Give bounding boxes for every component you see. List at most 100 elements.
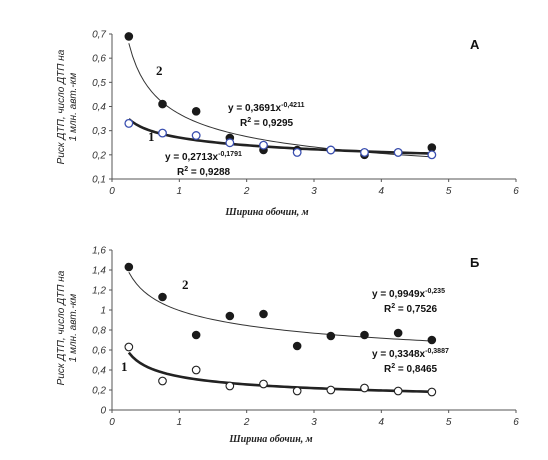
fit-equation: y = 0,3348x-0,3887 xyxy=(372,348,449,360)
y-tick-label: 1,4 xyxy=(92,266,106,277)
y-axis-title-line-2: 1 млн. авт.-км xyxy=(68,294,79,363)
y-axis-title: Риск ДТП, число ДТП на1 млн. авт.-км xyxy=(56,49,79,164)
x-tick-label: 0 xyxy=(109,186,115,197)
data-point-series-1 xyxy=(326,145,336,155)
data-point-series-1 xyxy=(393,386,403,396)
y-tick-label: 0 xyxy=(100,406,106,417)
x-tick-label: 4 xyxy=(379,417,385,428)
x-tick-label: 0 xyxy=(109,417,115,428)
fit-equation-base: y = 0,3691x xyxy=(228,103,282,114)
fit-equation-exponent: -0,1791 xyxy=(218,151,242,158)
y-tick-label: 0,4 xyxy=(92,102,106,113)
y-tick-label: 0,2 xyxy=(92,150,106,161)
data-point-series-1 xyxy=(124,118,134,128)
x-tick-label: 5 xyxy=(446,417,452,428)
data-point-series-2 xyxy=(427,143,437,152)
fit-equation: y = 0,9949x-0,235 xyxy=(372,288,445,300)
data-point-series-2 xyxy=(124,32,134,41)
x-axis-title: Ширина обочин, м xyxy=(224,207,308,218)
x-tick-label: 1 xyxy=(177,417,183,428)
series-label: 2 xyxy=(156,63,163,78)
x-tick-label: 3 xyxy=(311,186,317,197)
panel-label: Б xyxy=(470,255,479,270)
chart-panel-b: 0 0,2 0,4 0,6 0,8 1 1,2 1,4 1,6 0 1 2 3 4 5 6 2 1 y = 0,99… xyxy=(56,246,519,446)
trendline-series-2 xyxy=(128,43,432,158)
fit-equation: y = 0,2713x-0,1791 xyxy=(165,151,242,163)
data-point-series-1 xyxy=(259,140,268,150)
data-point-series-1 xyxy=(158,376,167,386)
r-squared-value: = 0,7526 xyxy=(395,304,437,315)
y-tick-label: 1 xyxy=(100,306,106,317)
data-point-series-1 xyxy=(292,147,302,157)
x-tick-label: 5 xyxy=(446,186,452,197)
series-label: 2 xyxy=(182,277,189,292)
data-point-series-2 xyxy=(124,262,134,272)
r-squared-superscript: 2 xyxy=(184,166,188,173)
fit-r-squared: R2 = 0,8465 xyxy=(384,363,438,375)
data-point-series-1 xyxy=(259,379,268,389)
r-squared-symbol: R xyxy=(240,118,248,129)
x-tick-label: 1 xyxy=(177,186,183,197)
data-point-series-2 xyxy=(393,328,403,338)
data-point-series-1 xyxy=(124,342,134,352)
data-point-series-2 xyxy=(191,330,201,340)
data-point-series-2 xyxy=(225,311,235,321)
data-point-series-2 xyxy=(427,335,437,345)
y-tick-label: 0,4 xyxy=(92,366,106,377)
y-tick-label: 0,8 xyxy=(92,326,106,337)
x-tick-label: 2 xyxy=(243,417,250,428)
y-tick-label: 1,2 xyxy=(92,286,106,297)
data-point-series-2 xyxy=(360,330,369,340)
data-point-series-2 xyxy=(158,99,167,109)
y-axis-title-line-1: Риск ДТП, число ДТП на xyxy=(56,49,67,164)
data-point-series-1 xyxy=(427,387,437,397)
fit-r-squared: R2 = 0,7526 xyxy=(384,303,438,315)
data-point-series-1 xyxy=(427,150,437,160)
y-axis-title-line-1: Риск ДТП, число ДТП на xyxy=(56,270,67,385)
fit-equation-base: y = 0,9949x xyxy=(372,289,426,300)
y-tick-label: 0,6 xyxy=(92,54,106,65)
series-label: 1 xyxy=(121,359,128,374)
data-point-series-1 xyxy=(326,385,336,395)
r-squared-value: = 0,9288 xyxy=(188,167,230,178)
fit-equation-exponent: -0,4211 xyxy=(281,102,304,109)
y-tick-label: 0,5 xyxy=(92,78,106,89)
x-tick-label: 6 xyxy=(513,417,519,428)
data-point-series-2 xyxy=(259,309,268,319)
r-squared-value: = 0,8465 xyxy=(395,364,437,375)
r-squared-symbol: R xyxy=(384,364,392,375)
y-axis-title: Риск ДТП, число ДТП на1 млн. авт.-км xyxy=(56,270,79,385)
r-squared-superscript: 2 xyxy=(391,363,395,370)
y-tick-label: 0,1 xyxy=(92,175,106,186)
y-tick-label: 0,6 xyxy=(92,346,106,357)
data-point-series-1 xyxy=(191,131,201,140)
x-axis-title: Ширина обочин, м xyxy=(228,434,312,445)
fit-r-squared: R2 = 0,9288 xyxy=(177,166,231,178)
trendline-series-1 xyxy=(127,351,432,394)
y-tick-label: 0,7 xyxy=(92,30,106,41)
data-point-series-2 xyxy=(158,292,167,302)
y-tick-label: 0,2 xyxy=(92,386,106,397)
y-tick-label: 1,6 xyxy=(92,246,106,257)
fit-equation-exponent: -0,3887 xyxy=(425,348,449,355)
fit-equation-base: y = 0,2713x xyxy=(165,152,219,163)
data-point-series-1 xyxy=(292,386,302,396)
x-tick-label: 3 xyxy=(311,417,317,428)
data-point-series-1 xyxy=(158,128,167,138)
data-point-series-1 xyxy=(393,147,403,157)
r-squared-value: = 0,9295 xyxy=(251,118,293,129)
r-squared-symbol: R xyxy=(177,167,185,178)
x-tick-label: 4 xyxy=(379,186,385,197)
y-axis-title-line-2: 1 млн. авт.-км xyxy=(68,73,79,142)
fit-equation: y = 0,3691x-0,4211 xyxy=(228,102,305,114)
data-point-series-1 xyxy=(360,147,369,157)
r-squared-superscript: 2 xyxy=(247,117,251,124)
x-tick-label: 2 xyxy=(243,186,250,197)
chart-panel-a: 0,1 0,2 0,3 0,4 0,5 0,6 0,7 0 1 2 3 4 5 6 2 1 y = 0,3691… xyxy=(56,30,519,219)
data-point-series-2 xyxy=(191,107,201,116)
trendline-series-1 xyxy=(128,118,432,155)
y-tick-label: 0,3 xyxy=(92,126,106,137)
data-point-series-1 xyxy=(191,365,201,375)
fit-equation-exponent: -0,235 xyxy=(425,288,445,295)
